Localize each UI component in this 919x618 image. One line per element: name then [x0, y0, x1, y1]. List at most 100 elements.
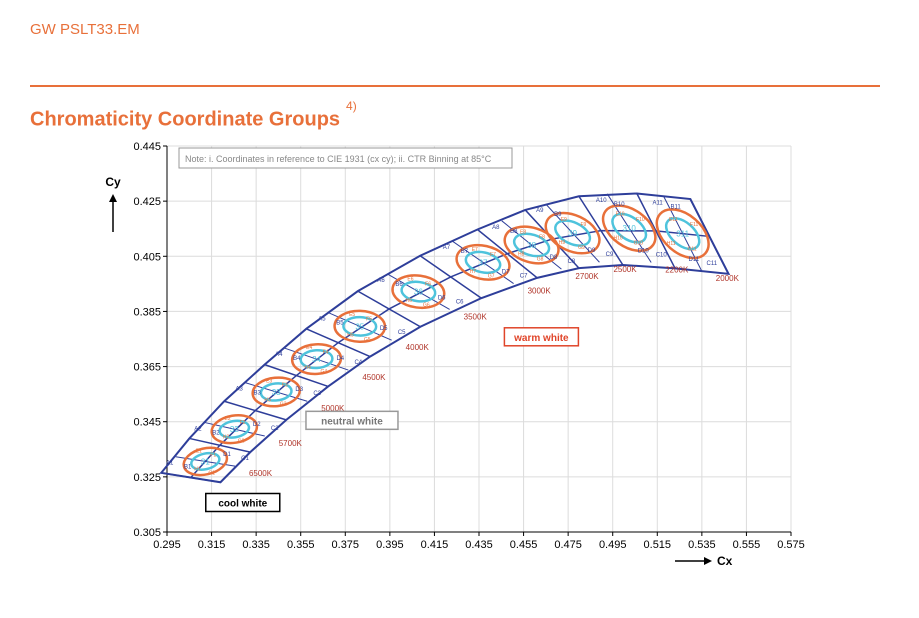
- y-tick-label: 0.445: [133, 141, 161, 153]
- group-label: 38: [527, 241, 536, 250]
- sub-bin-label: G6: [423, 302, 430, 308]
- bin-label: A9: [536, 208, 544, 214]
- labels: 31 E1 F1 G1 H1 A1 B1 C1 D1 6500K 32 E2 F2 G2 H2 A2 B2 C2 D…: [166, 198, 740, 513]
- ellipse-outer-37: [455, 243, 511, 281]
- sub-bin-label: E7: [472, 247, 478, 253]
- bin-label: B9: [554, 212, 562, 218]
- sub-bin-label: H10: [613, 235, 622, 241]
- sub-bin-label: F1: [210, 452, 216, 458]
- ellipse-outer-311: [655, 208, 710, 260]
- y-tick-label: 0.425: [133, 196, 161, 208]
- sub-bin-label: E2: [225, 416, 231, 422]
- bin-separator: [476, 228, 538, 279]
- ellipse-outer-39: [544, 211, 601, 255]
- sub-bin-label: H5: [347, 332, 354, 338]
- sub-bin-label: G8: [537, 257, 544, 263]
- group-label: 31: [201, 457, 210, 466]
- bin-label: C6: [456, 299, 464, 305]
- ellipse-outer-310: [601, 204, 657, 252]
- bin-separator: [161, 472, 221, 483]
- section-title-text: Chromaticity Coordinate Groups: [30, 108, 341, 131]
- bin-label: B2: [212, 430, 220, 436]
- sub-bin-label: H4: [304, 365, 311, 371]
- ellipse-inner-39: [554, 219, 592, 247]
- bin-label: C8: [568, 259, 576, 265]
- x-tick-label: 0.495: [599, 539, 627, 551]
- bin-label: C2: [271, 426, 279, 432]
- header-divider: [30, 85, 880, 87]
- footnote-ref: 4): [346, 99, 357, 113]
- bin-separator: [223, 400, 287, 421]
- cct-label: 2500K: [613, 265, 637, 274]
- group-label: 39: [568, 229, 577, 238]
- cct-label: 3500K: [464, 312, 488, 321]
- ellipse-inner-36: [400, 280, 437, 303]
- sub-bin-label: F3: [282, 383, 288, 389]
- y-tick-label: 0.345: [133, 417, 161, 429]
- sub-bin-label: F7: [490, 252, 496, 258]
- ellipse-outer-32: [210, 413, 259, 445]
- region-box: [205, 492, 281, 513]
- x-axis-label: Cx: [717, 554, 733, 568]
- x-tick-label: 0.395: [376, 539, 404, 551]
- cct-label: 4000K: [406, 343, 430, 352]
- bin-separator: [357, 290, 421, 328]
- region-box: [503, 327, 580, 347]
- bin-label: D4: [336, 356, 344, 362]
- x-tick-label: 0.455: [510, 539, 538, 551]
- region-label: neutral white: [321, 416, 383, 427]
- x-tick-label: 0.315: [198, 539, 226, 551]
- sub-bin-label: E11: [669, 217, 678, 223]
- cct-label: 2200K: [665, 266, 689, 275]
- bin-label: A1: [166, 461, 174, 467]
- sub-bin-label: H8: [518, 252, 525, 258]
- x-tick-label: 0.435: [465, 539, 493, 551]
- bin-label: A7: [443, 245, 451, 251]
- region-label: warm white: [513, 333, 569, 344]
- bin-label: C11: [706, 261, 717, 267]
- sub-bin-label: H2: [223, 434, 230, 440]
- group-label: 310: [623, 224, 637, 233]
- bin-label: C3: [313, 391, 321, 397]
- x-tick-label: 0.555: [733, 539, 761, 551]
- bin-label: B4: [293, 356, 301, 362]
- sub-bin-label: G5: [364, 337, 371, 343]
- document-id: GW PSLT33.EM: [30, 21, 140, 38]
- bin-label: D11: [688, 257, 699, 263]
- y-tick-label: 0.405: [133, 251, 161, 263]
- cct-label: 5700K: [279, 439, 303, 448]
- ellipse-inner-37: [464, 250, 502, 275]
- bin-label: D7: [502, 270, 510, 276]
- sub-bin-label: F11: [690, 222, 698, 228]
- ellipse-inner-38: [512, 232, 551, 258]
- bin-label: D3: [295, 387, 303, 393]
- bin-separator: [264, 363, 329, 388]
- ellipses: [182, 204, 710, 477]
- bin-label: C5: [398, 330, 406, 336]
- sub-bin-label: F8: [539, 234, 545, 240]
- sub-bin-label: F10: [636, 217, 645, 223]
- group-label: 35: [355, 322, 364, 331]
- sub-bin-label: F4: [323, 349, 329, 355]
- x-tick-label: 0.295: [153, 539, 181, 551]
- bin-label: B1: [184, 465, 192, 471]
- section-title: Chromaticity Coordinate Groups 4): [30, 99, 357, 132]
- sub-bin-label: E6: [407, 277, 413, 283]
- sub-bin-label: H3: [264, 397, 271, 403]
- sub-bin-label: F9: [580, 222, 586, 228]
- x-tick-label: 0.475: [554, 539, 582, 551]
- y-tick-label: 0.365: [133, 362, 161, 374]
- x-tick-label: 0.335: [242, 539, 270, 551]
- bin-label: D5: [380, 326, 388, 332]
- ellipse-outer-33: [251, 376, 301, 408]
- ellipse-inner-35: [342, 315, 378, 337]
- sub-bin-label: G2: [238, 438, 245, 444]
- group-label: 311: [676, 230, 689, 239]
- ellipse-outer-34: [290, 343, 343, 376]
- bin-label: A2: [194, 426, 202, 432]
- sub-bin-label: G11: [688, 247, 697, 253]
- bin-label: D2: [253, 422, 261, 428]
- group-label: 34: [312, 355, 321, 364]
- ellipse-outer-36: [391, 274, 446, 310]
